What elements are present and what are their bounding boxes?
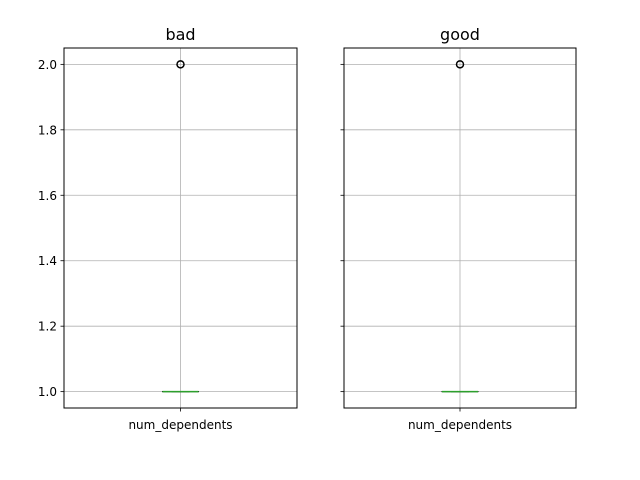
y-tick-label: 2.0	[38, 58, 57, 72]
y-tick-label: 1.6	[38, 189, 57, 203]
axes-frame	[63, 47, 298, 409]
subplot-bad: 1.0 1.2 1.4 1.6 1.8 2.0 num_dependents bad	[38, 25, 298, 432]
subplot-title: good	[440, 25, 480, 44]
subplot-title: bad	[165, 25, 195, 44]
subplot-good: num_dependents good	[340, 25, 577, 432]
y-tick-label: 1.8	[38, 123, 57, 137]
outlier-point	[176, 60, 185, 69]
outlier-point	[455, 60, 465, 69]
axes-frame	[343, 47, 577, 409]
x-tick-label: num_dependents	[408, 418, 512, 432]
y-tick-label: 1.2	[38, 320, 57, 334]
y-tick-label: 1.4	[38, 254, 57, 268]
x-tick-label: num_dependents	[128, 418, 232, 432]
y-tick-label: 1.0	[38, 385, 57, 399]
